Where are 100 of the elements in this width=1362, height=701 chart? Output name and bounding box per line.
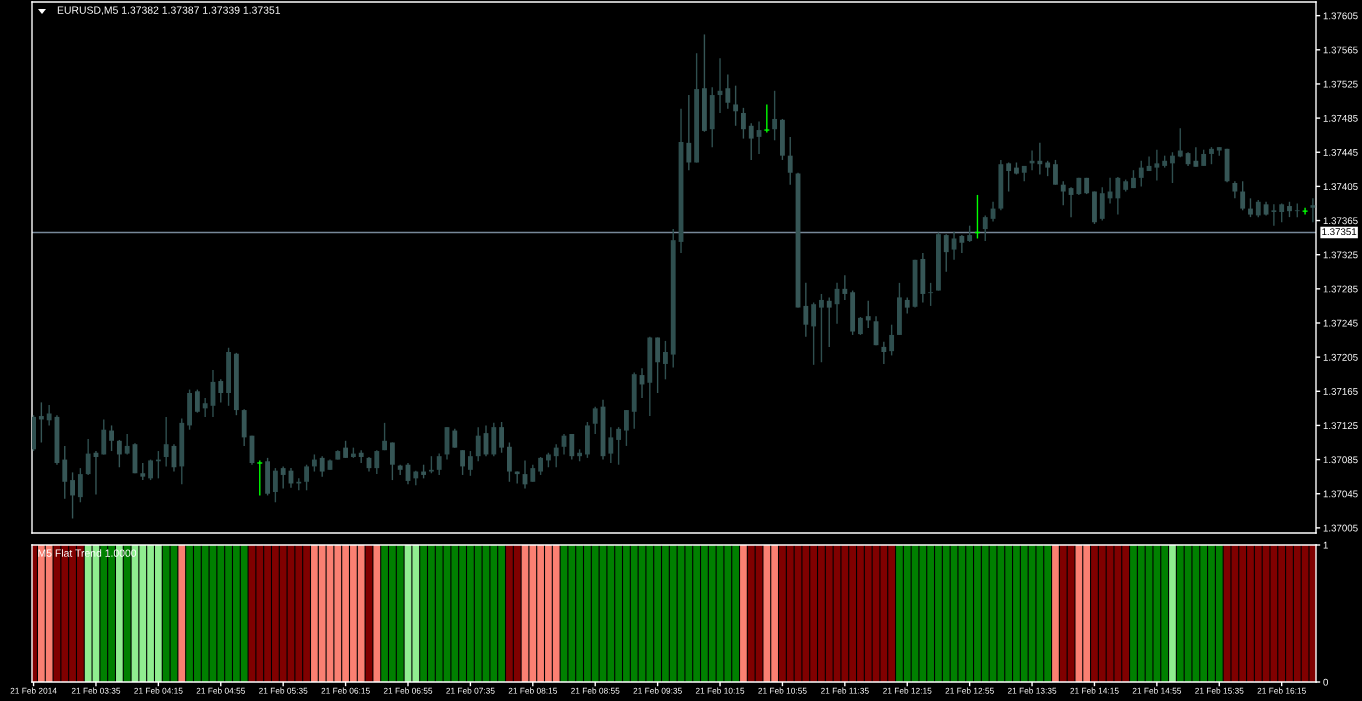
candlestick [374, 449, 380, 475]
y-tick-label: 1.37045 [1323, 490, 1358, 498]
x-tick-label: 21 Feb 14:15 [1070, 687, 1119, 694]
candlestick [202, 397, 208, 418]
candlestick [46, 404, 52, 427]
x-tick-label: 21 Feb 2014 [10, 687, 57, 694]
candlestick [1271, 203, 1277, 227]
x-tick-label: 21 Feb 15:35 [1195, 687, 1244, 694]
y-tick-label: 1.37565 [1323, 46, 1358, 54]
candlestick [811, 301, 817, 366]
candlestick [1006, 161, 1012, 193]
candlestick [819, 293, 824, 363]
candlestick [499, 421, 505, 454]
y-tick-label: 1 [1323, 541, 1328, 549]
candlestick [1138, 160, 1144, 188]
candlestick [272, 467, 278, 503]
candlestick [1193, 146, 1199, 168]
y-tick-label: 1.37325 [1323, 251, 1358, 259]
candlestick [109, 424, 114, 452]
y-tick-label: 1.37085 [1323, 456, 1358, 464]
candlestick [943, 233, 949, 273]
y-tick-label: 1.37445 [1323, 148, 1358, 156]
x-tick-label: 21 Feb 09:35 [633, 687, 682, 694]
candlestick [382, 422, 388, 451]
candlestick [358, 449, 364, 464]
x-tick-label: 21 Feb 10:15 [695, 687, 745, 694]
candlestick [772, 90, 778, 141]
candlestick [553, 443, 559, 468]
candlestick [741, 107, 746, 140]
candlestick [70, 471, 75, 520]
candlestick [803, 282, 809, 338]
candlestick [569, 433, 575, 461]
x-tick-label: 21 Feb 12:15 [883, 687, 932, 694]
x-tick-label: 21 Feb 06:55 [383, 687, 433, 694]
x-tick-label: 21 Feb 11:35 [821, 687, 869, 694]
candlestick [865, 300, 871, 329]
candlestick [467, 450, 473, 477]
y-tick-label: 1.37365 [1323, 217, 1358, 225]
x-tick-label: 21 Feb 08:55 [571, 687, 620, 694]
candlestick [842, 274, 848, 301]
candlestick [163, 416, 169, 468]
y-tick-label: 1.37485 [1323, 114, 1358, 122]
x-tick-label: 21 Feb 04:15 [134, 687, 183, 694]
candlestick [982, 214, 988, 242]
candlestick [1177, 127, 1183, 159]
candlestick [62, 445, 68, 500]
candlestick [77, 467, 83, 503]
x-tick-label: 21 Feb 16:15 [1257, 687, 1306, 694]
candlestick [319, 455, 325, 478]
candlestick [881, 341, 887, 365]
y-tick-label: 1.37405 [1323, 183, 1358, 191]
candlestick [733, 84, 739, 127]
candlestick [663, 340, 668, 381]
x-tick-label: 21 Feb 06:15 [321, 687, 370, 694]
x-tick-label: 21 Feb 14:55 [1132, 687, 1182, 694]
y-tick-label: 1.37205 [1323, 353, 1358, 361]
candlestick [889, 324, 895, 357]
y-tick-label: 1.37165 [1323, 388, 1358, 395]
y-tick-label: 1.37285 [1323, 285, 1358, 293]
candlestick [85, 438, 91, 476]
candlestick [928, 282, 934, 307]
candlestick [452, 428, 458, 449]
candlestick [592, 405, 598, 435]
candlestick [116, 439, 122, 468]
candlestick [389, 441, 395, 481]
candlestick [1060, 180, 1066, 206]
candlestick [826, 296, 832, 348]
candlestick [304, 464, 309, 492]
candlestick [725, 73, 731, 110]
candlestick [256, 459, 263, 497]
candlestick [218, 378, 224, 404]
chart-title: EURUSD,M5 1.37382 1.37387 1.37339 1.37351 [57, 6, 281, 16]
candlestick [1053, 159, 1058, 186]
x-tick-label: 21 Feb 04:55 [196, 687, 245, 694]
x-tick-label: 21 Feb 05:35 [259, 687, 308, 694]
x-tick-label: 21 Feb 12:55 [945, 687, 994, 694]
y-tick-label: 1.37605 [1323, 12, 1358, 20]
y-tick-label: 1.37005 [1323, 524, 1358, 532]
y-tick-label: 1.37525 [1323, 80, 1358, 88]
candlestick [787, 136, 793, 186]
y-tick-label: 1.37245 [1323, 319, 1358, 327]
x-tick-label: 21 Feb 03:35 [71, 687, 121, 694]
x-tick-label: 21 Feb 10:55 [758, 687, 807, 694]
ref-line-label: 1.37351 [1322, 228, 1357, 236]
y-tick-label: 1.37125 [1323, 422, 1358, 430]
candlestick [763, 103, 771, 134]
candlestick [1248, 197, 1253, 218]
x-tick-label: 21 Feb 07:35 [446, 687, 495, 694]
candlestick [624, 409, 629, 447]
x-tick-label: 21 Feb 13:35 [1007, 687, 1057, 694]
candlestick [194, 388, 200, 414]
candlestick [748, 122, 754, 161]
candlestick [1170, 151, 1175, 184]
candlestick [608, 426, 614, 464]
x-tick-label: 21 Feb 08:15 [508, 687, 558, 694]
candlestick [616, 426, 622, 466]
candlestick [475, 426, 481, 462]
candlestick [1154, 148, 1160, 182]
candlestick [436, 452, 442, 476]
candlestick [460, 449, 466, 476]
